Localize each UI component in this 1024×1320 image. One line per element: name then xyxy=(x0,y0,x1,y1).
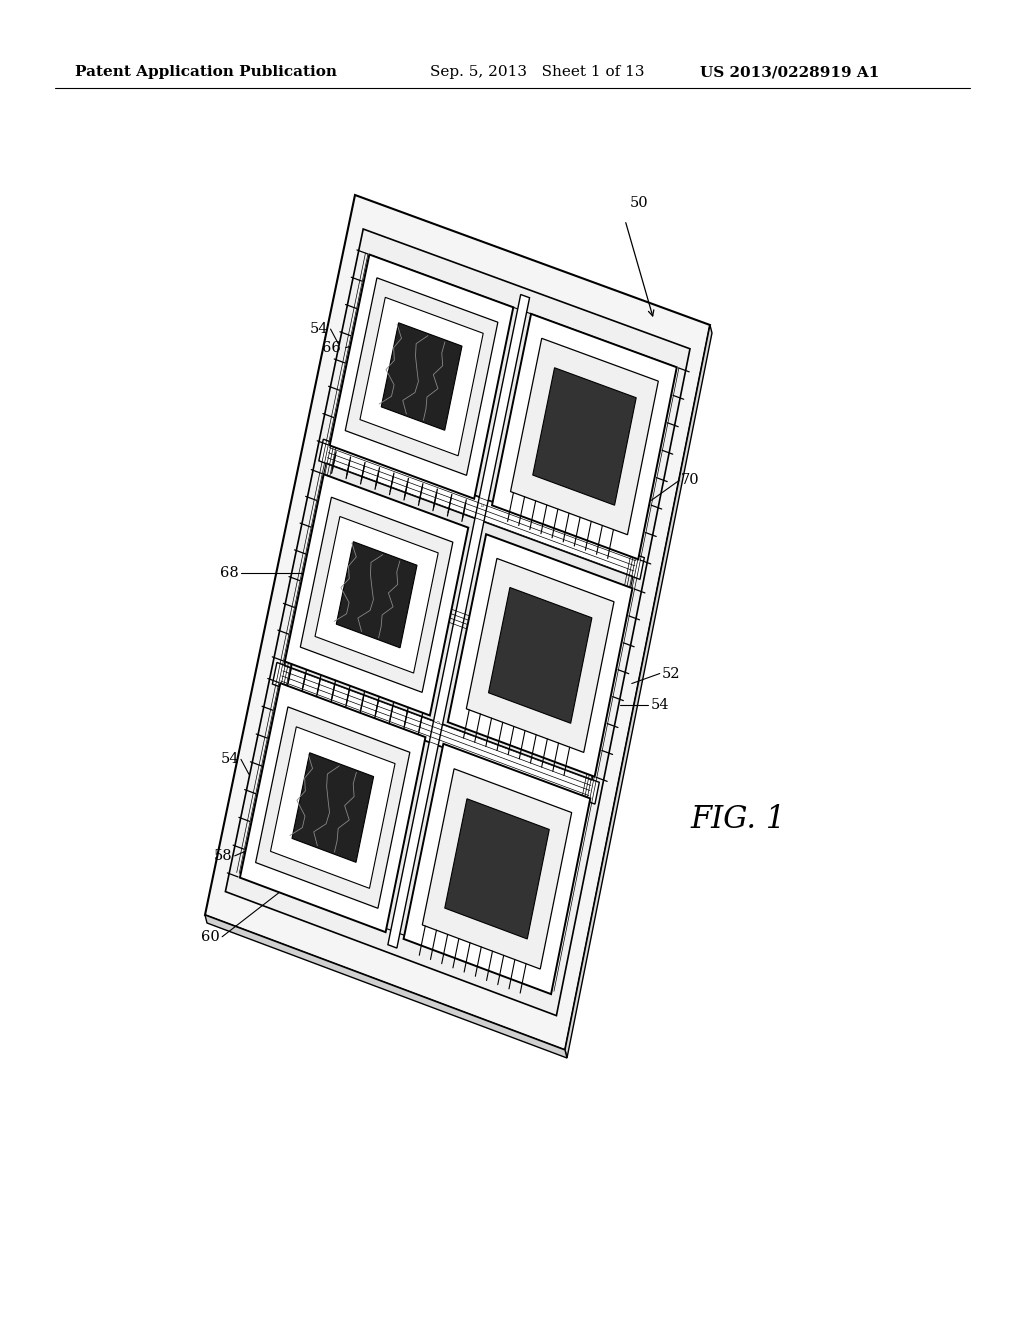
Polygon shape xyxy=(285,474,468,715)
Polygon shape xyxy=(241,255,675,990)
Text: 66: 66 xyxy=(322,341,341,355)
Polygon shape xyxy=(388,294,529,948)
Text: 56: 56 xyxy=(400,659,419,673)
Text: 60: 60 xyxy=(202,929,220,944)
Polygon shape xyxy=(336,541,417,648)
Text: US 2013/0228919 A1: US 2013/0228919 A1 xyxy=(700,65,880,79)
Polygon shape xyxy=(360,297,483,455)
Polygon shape xyxy=(422,768,571,969)
Text: Sep. 5, 2013   Sheet 1 of 13: Sep. 5, 2013 Sheet 1 of 13 xyxy=(430,65,644,79)
Polygon shape xyxy=(511,338,658,535)
Text: 58: 58 xyxy=(214,849,232,863)
Polygon shape xyxy=(292,752,374,862)
Polygon shape xyxy=(240,684,425,932)
Polygon shape xyxy=(447,535,633,776)
Polygon shape xyxy=(270,727,395,888)
Polygon shape xyxy=(205,195,710,1049)
Polygon shape xyxy=(225,228,690,1015)
Polygon shape xyxy=(565,325,712,1059)
Text: 54: 54 xyxy=(220,752,239,767)
Text: 54: 54 xyxy=(310,322,329,337)
Polygon shape xyxy=(300,498,453,693)
Polygon shape xyxy=(330,255,513,499)
Polygon shape xyxy=(345,277,498,475)
Polygon shape xyxy=(403,743,590,994)
Polygon shape xyxy=(205,915,567,1059)
Text: 64: 64 xyxy=(542,876,561,891)
Text: 70: 70 xyxy=(681,474,699,487)
Text: 54: 54 xyxy=(650,698,669,713)
Polygon shape xyxy=(444,799,549,939)
Text: 72: 72 xyxy=(522,579,541,593)
Polygon shape xyxy=(318,440,644,579)
Polygon shape xyxy=(315,516,438,673)
Text: FIG. 1: FIG. 1 xyxy=(690,804,785,836)
Polygon shape xyxy=(492,314,677,560)
Text: Patent Application Publication: Patent Application Publication xyxy=(75,65,337,79)
Polygon shape xyxy=(488,587,592,723)
Polygon shape xyxy=(256,708,410,908)
Text: 50: 50 xyxy=(630,195,648,210)
Polygon shape xyxy=(532,368,636,506)
Text: 62: 62 xyxy=(567,726,587,741)
Text: 52: 52 xyxy=(662,667,680,681)
Polygon shape xyxy=(466,558,614,752)
Text: 68: 68 xyxy=(220,566,239,581)
Polygon shape xyxy=(381,323,462,430)
Polygon shape xyxy=(272,663,599,804)
